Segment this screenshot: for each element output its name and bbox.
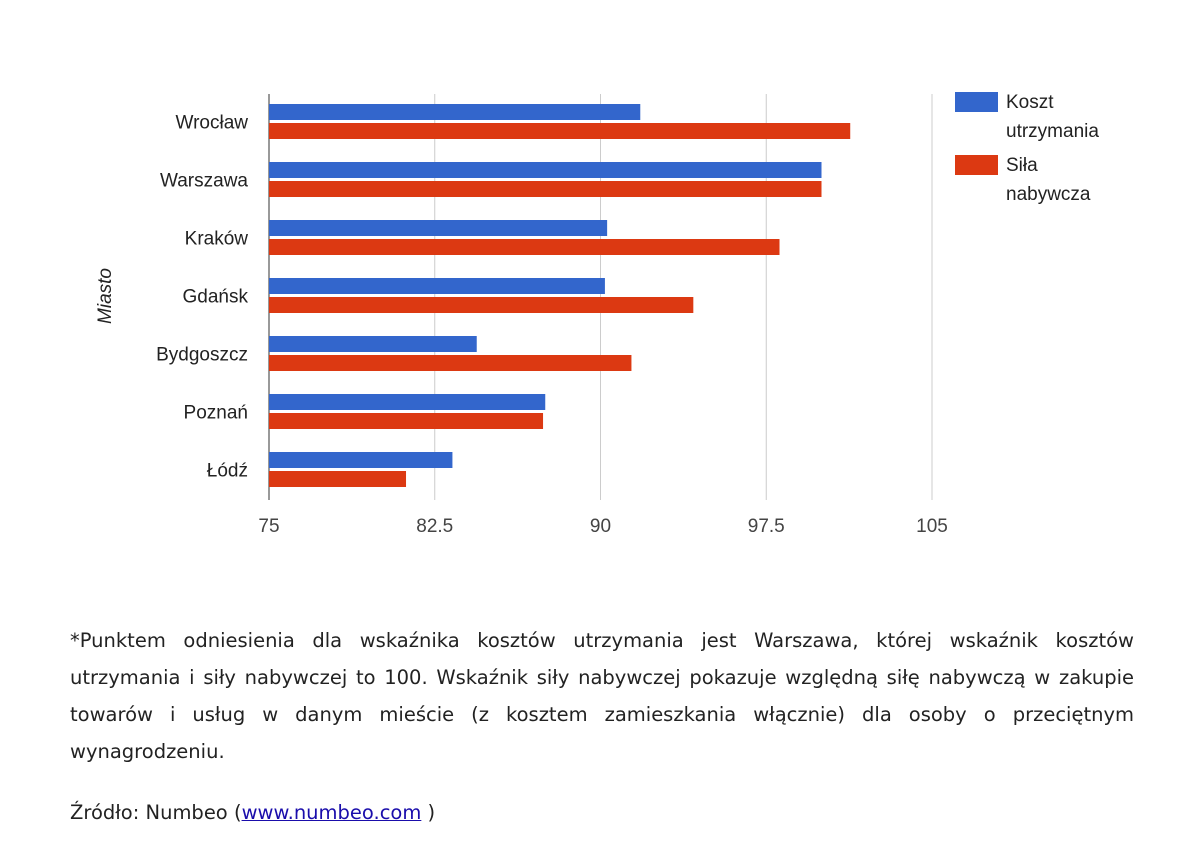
bar-koszt-utrzymania-krakow xyxy=(269,220,608,236)
source-line: Źródło: Numbeo (www.numbeo.com ) xyxy=(70,797,435,829)
x-tick-labels: 75 82.5 90 97.5 105 xyxy=(258,516,947,537)
legend: Koszt utrzymania Siła nabywcza xyxy=(955,92,1099,205)
legend-swatch-koszt-utrzymania xyxy=(955,92,998,112)
bar-koszt-utrzymania-bydgoszcz xyxy=(269,336,477,352)
bars xyxy=(269,104,851,487)
bar-koszt-utrzymania-lodz xyxy=(269,452,453,468)
category-label: Poznań xyxy=(184,403,248,424)
category-label: Kraków xyxy=(185,229,249,250)
category-labels: Wrocław Warszawa Kraków Gdańsk Bydgoszcz Pozn… xyxy=(156,113,248,482)
category-label: Łódź xyxy=(207,461,248,482)
category-label: Gdańsk xyxy=(183,287,249,308)
bar-koszt-utrzymania-gdansk xyxy=(269,278,605,294)
x-tick-label: 82.5 xyxy=(416,516,453,537)
bar-sila-nabywcza-poznan xyxy=(269,413,544,429)
source-prefix: Źródło: Numbeo ( xyxy=(70,801,242,824)
bar-sila-nabywcza-wroclaw xyxy=(269,123,851,139)
category-label: Warszawa xyxy=(160,171,248,192)
bar-sila-nabywcza-warszawa xyxy=(269,181,822,197)
bar-koszt-utrzymania-poznan xyxy=(269,394,546,410)
bar-sila-nabywcza-bydgoszcz xyxy=(269,355,632,371)
x-tick-label: 75 xyxy=(258,516,279,537)
legend-label: nabywcza xyxy=(1006,184,1091,205)
bar-sila-nabywcza-lodz xyxy=(269,471,407,487)
bar-sila-nabywcza-krakow xyxy=(269,239,780,255)
bar-chart: Wrocław Warszawa Kraków Gdańsk Bydgoszcz Pozn… xyxy=(95,92,1099,537)
bar-koszt-utrzymania-warszawa xyxy=(269,162,822,178)
source-link[interactable]: www.numbeo.com xyxy=(241,801,422,824)
legend-swatch-sila-nabywcza xyxy=(955,155,998,175)
x-tick-label: 97.5 xyxy=(748,516,785,537)
legend-label: Siła xyxy=(1006,155,1038,176)
footnote: *Punktem odniesienia dla wskaźnika koszt… xyxy=(70,629,1134,763)
category-label: Bydgoszcz xyxy=(156,345,248,366)
bar-sila-nabywcza-gdansk xyxy=(269,297,694,313)
x-tick-label: 105 xyxy=(916,516,948,537)
x-tick-label: 90 xyxy=(590,516,611,537)
bar-koszt-utrzymania-wroclaw xyxy=(269,104,641,120)
y-axis-title: Miasto xyxy=(95,268,116,324)
source-suffix: ) xyxy=(421,801,436,824)
legend-label: Koszt xyxy=(1006,92,1054,113)
category-label: Wrocław xyxy=(176,113,249,134)
legend-label: utrzymania xyxy=(1006,121,1099,142)
